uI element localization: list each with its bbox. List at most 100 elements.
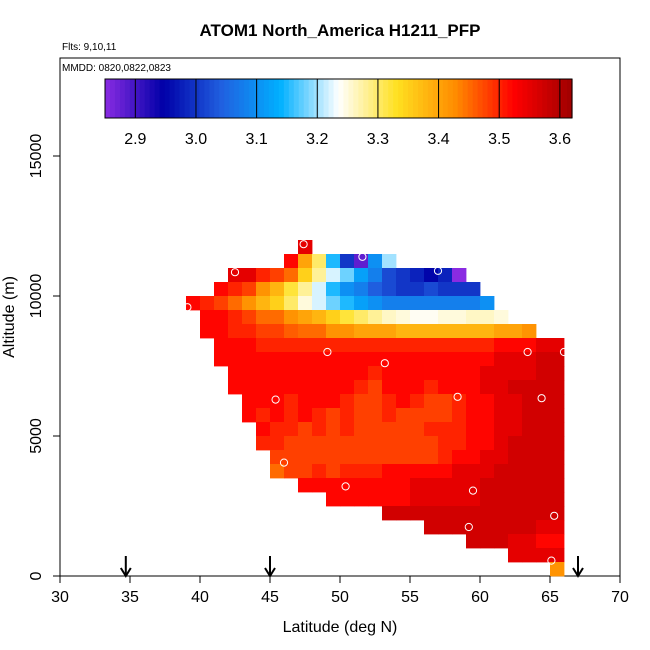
colorbar-swatch — [164, 79, 171, 118]
heatmap-cell — [396, 282, 411, 297]
heatmap-cell — [508, 324, 523, 339]
sample-point — [550, 511, 559, 520]
heatmap-cell — [368, 464, 383, 479]
heatmap-cell — [396, 380, 411, 395]
heatmap-cell — [438, 296, 453, 311]
heatmap-cell — [340, 408, 355, 423]
heatmap-cell — [494, 408, 509, 423]
heatmap-cell — [228, 352, 243, 367]
colorbar-swatch — [234, 79, 240, 118]
heatmap-cell — [494, 520, 509, 535]
heatmap-cell — [550, 548, 565, 563]
heatmap-cell — [508, 338, 523, 353]
heatmap-cell — [396, 464, 411, 479]
heatmap-cell — [424, 310, 439, 325]
heatmap-cell — [508, 450, 523, 465]
heatmap-cell — [410, 310, 425, 325]
heatmap-cell — [536, 338, 551, 353]
heatmap-cell — [536, 506, 551, 521]
heatmap-cell — [354, 450, 369, 465]
sample-point — [523, 347, 532, 357]
colorbar-swatch — [303, 79, 310, 118]
heatmap-cell — [382, 282, 397, 297]
heatmap-cell — [312, 366, 327, 381]
heatmap-cell — [550, 562, 565, 577]
heatmap-cell — [466, 310, 481, 325]
y-tick-label: 10000 — [28, 274, 45, 319]
heatmap-cell — [536, 380, 551, 395]
heatmap-cell — [298, 478, 313, 493]
heatmap-cell — [438, 464, 453, 479]
heatmap-cell — [354, 366, 369, 381]
heatmap-cell — [522, 520, 537, 535]
heatmap-cell — [326, 450, 341, 465]
heatmap-cell — [410, 394, 425, 409]
heatmap-cell — [452, 394, 467, 409]
heatmap-cell — [368, 254, 383, 269]
colorbar-swatch — [373, 79, 379, 118]
heatmap-cell — [200, 324, 215, 339]
heatmap-cell — [550, 366, 565, 381]
y-axis-label: Altitude (m) — [1, 276, 18, 358]
heatmap-cell — [452, 380, 467, 395]
heatmap-cell — [382, 394, 397, 409]
heatmap-cell — [396, 436, 411, 451]
heatmap-cell — [494, 394, 509, 409]
heatmap-cell — [424, 282, 439, 297]
heatmap-cell — [354, 282, 369, 297]
heatmap-cell — [368, 422, 383, 437]
heatmap-cell — [326, 352, 341, 367]
heatmap-cell — [480, 380, 495, 395]
heatmap-cell — [200, 310, 215, 325]
colorbar-swatch — [532, 79, 538, 118]
heatmap-cell — [298, 310, 313, 325]
heatmap-cell — [466, 296, 481, 311]
heatmap-cell — [270, 268, 285, 283]
heatmap-cell — [256, 282, 271, 297]
heatmap-cell — [382, 408, 397, 423]
colorbar-swatch — [124, 79, 131, 118]
heatmap-cell — [242, 296, 257, 311]
y-tick-label: 5000 — [28, 418, 45, 454]
heatmap-cell — [270, 464, 285, 479]
heatmap-cell — [424, 338, 439, 353]
sample-point — [323, 347, 332, 357]
colorbar-swatch — [482, 79, 489, 118]
heatmap-cell — [522, 492, 537, 507]
heatmap-cell — [452, 450, 467, 465]
colorbar-swatch — [288, 79, 295, 118]
heatmap-cell — [522, 352, 537, 367]
colorbar-swatch — [393, 79, 399, 118]
heatmap-cell — [396, 506, 411, 521]
heatmap-cell — [480, 436, 495, 451]
colorbar-swatch — [313, 79, 320, 118]
heatmap-cell — [270, 380, 285, 395]
heatmap-cell — [228, 296, 243, 311]
heatmap-cell — [298, 394, 313, 409]
colorbar-swatch — [328, 79, 335, 118]
heatmap-cell — [508, 548, 523, 563]
heatmap-cell — [368, 324, 383, 339]
colorbar-swatch — [507, 79, 513, 118]
heatmap-cell — [284, 310, 299, 325]
heatmap-cells — [186, 240, 565, 577]
heatmap-cell — [256, 352, 271, 367]
x-axis-label: Latitude (deg N) — [283, 619, 398, 636]
colorbar-swatch — [194, 79, 200, 118]
colorbar-swatch — [497, 79, 504, 118]
heatmap-cell — [368, 268, 383, 283]
heatmap-cell — [480, 338, 495, 353]
heatmap-cell — [536, 422, 551, 437]
heatmap-cell — [466, 338, 481, 353]
heatmap-cell — [522, 408, 537, 423]
heatmap-cell — [494, 478, 509, 493]
colorbar-swatch — [353, 79, 359, 118]
heatmap-cell — [242, 338, 257, 353]
x-tick-label: 45 — [261, 589, 279, 606]
heatmap-cell — [256, 268, 271, 283]
heatmap-cell — [494, 506, 509, 521]
heatmap-cell — [242, 310, 257, 325]
colorbar-swatch — [517, 79, 523, 118]
heatmap-cell — [494, 464, 509, 479]
heatmap-cell — [536, 492, 551, 507]
